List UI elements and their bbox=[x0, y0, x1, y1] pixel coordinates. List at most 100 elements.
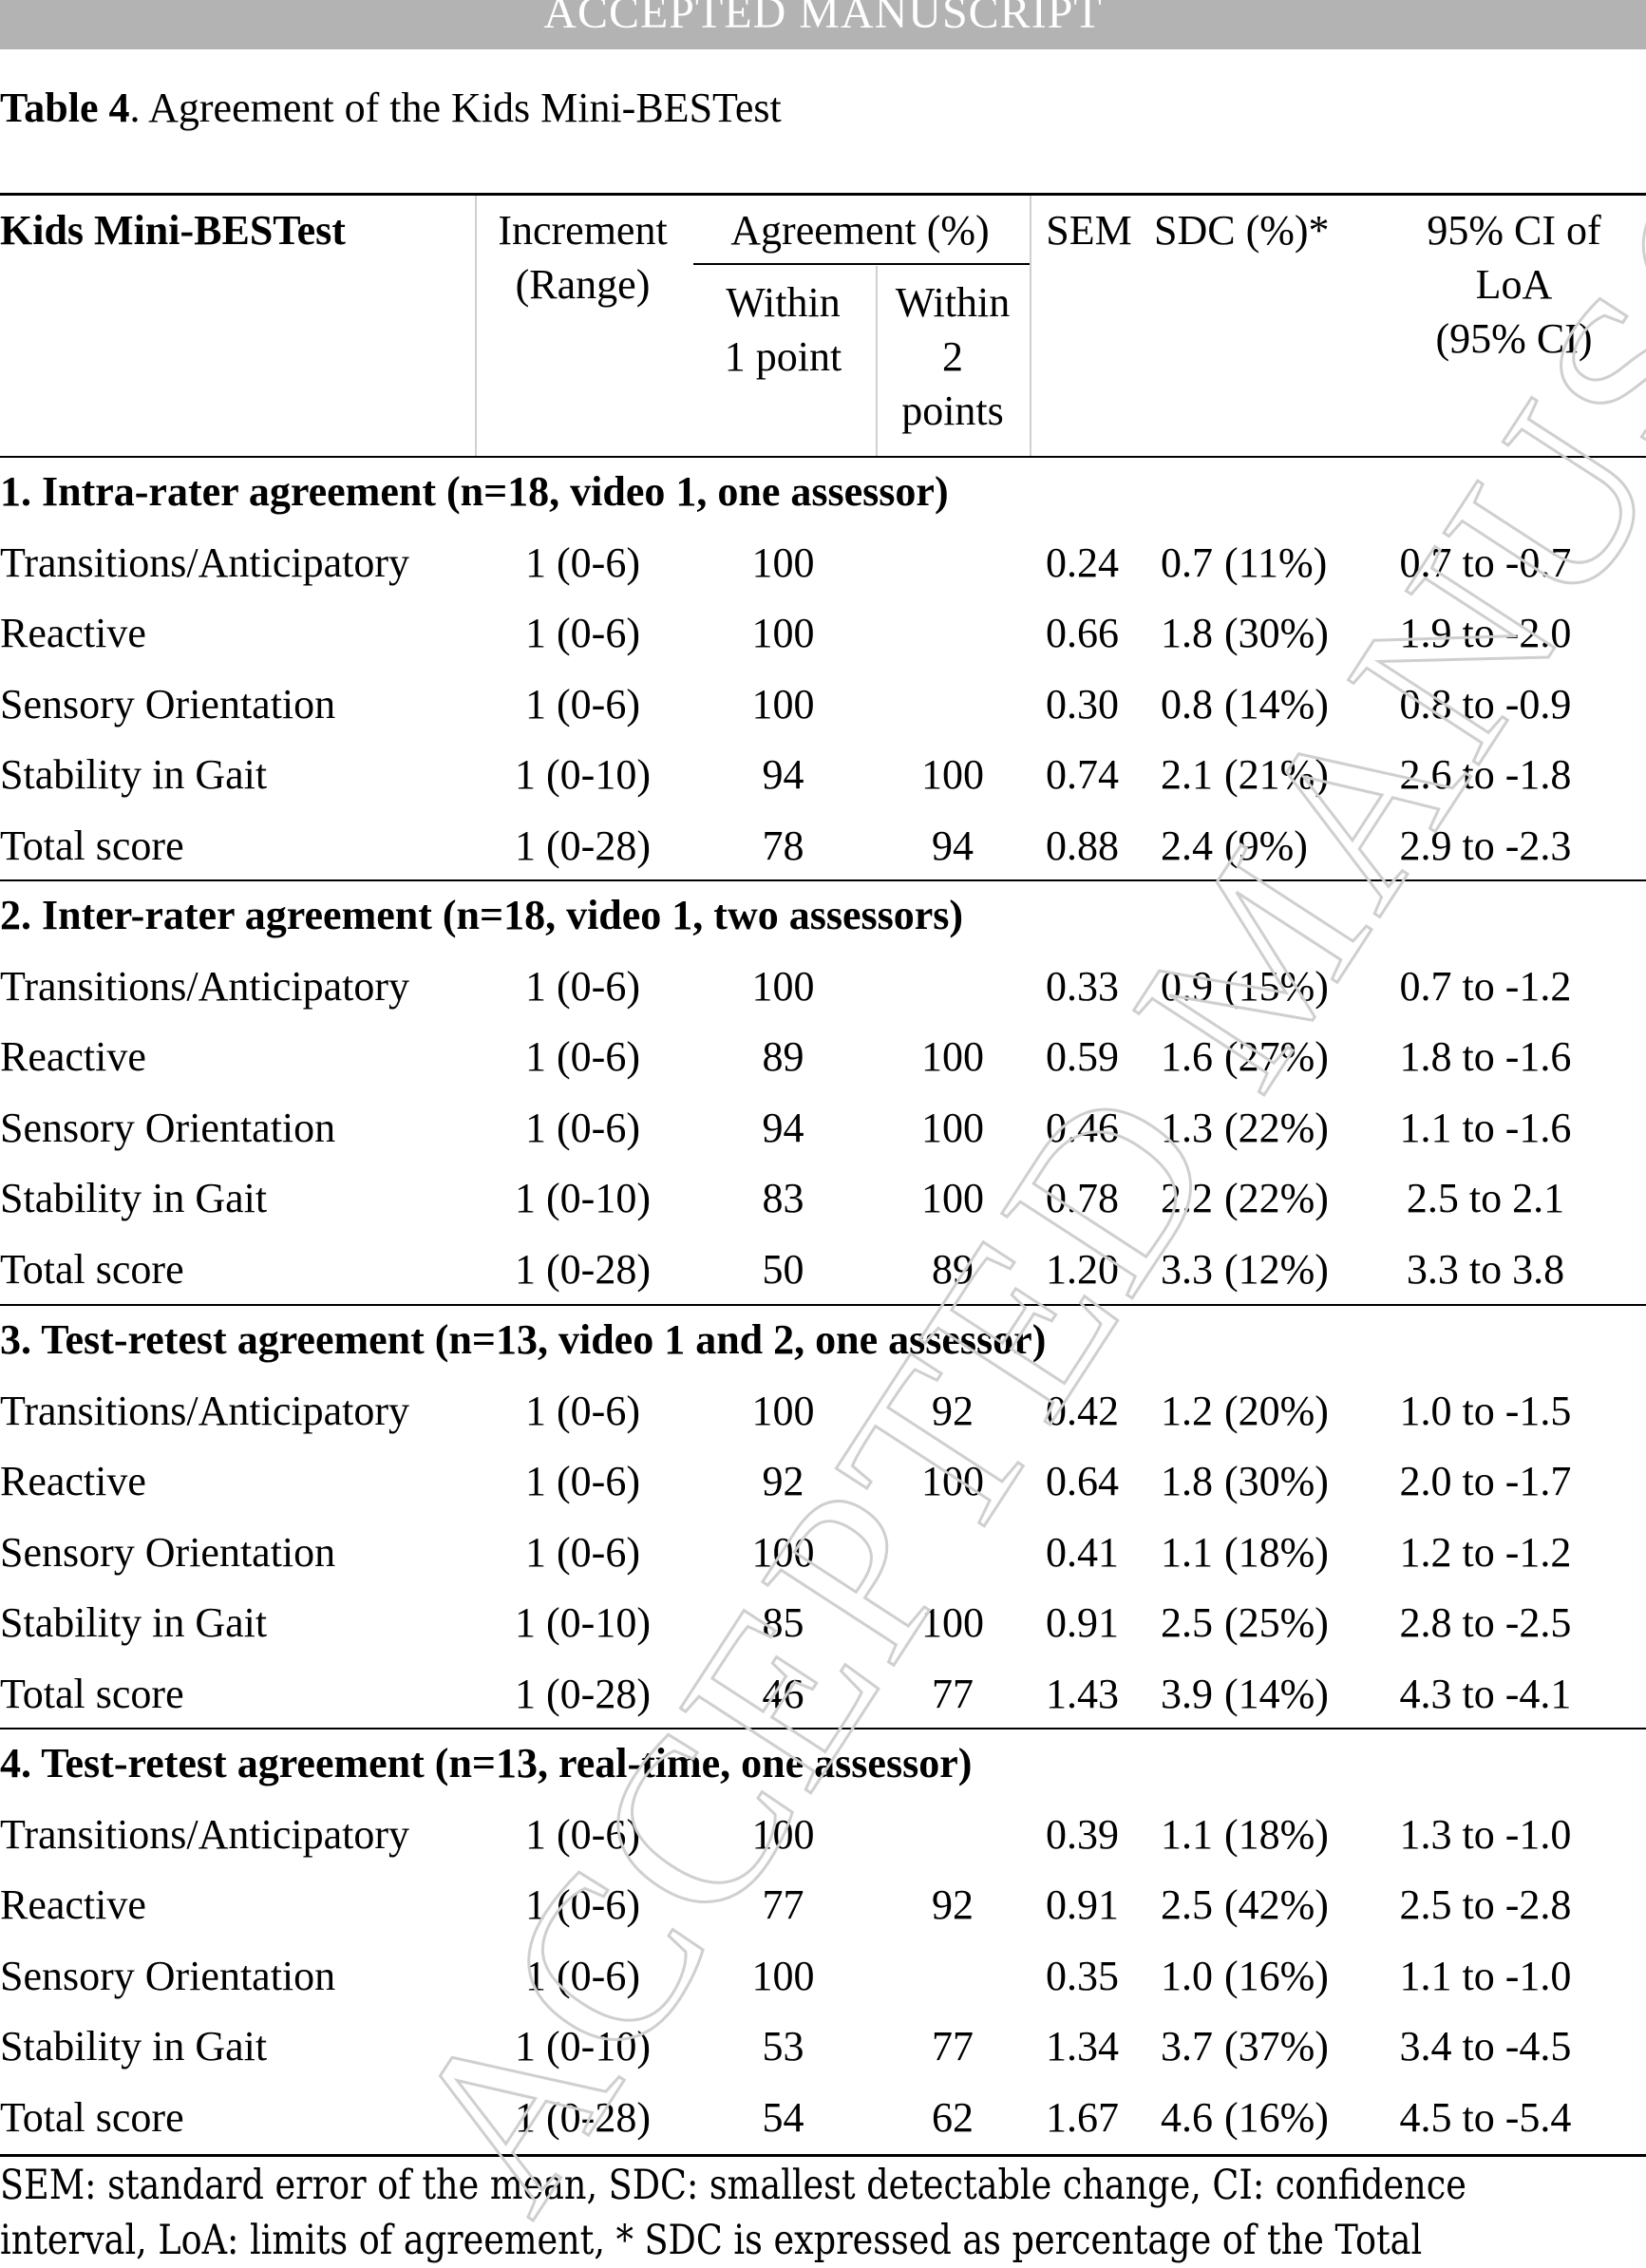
cell-increment: 1 (0-6) bbox=[525, 962, 640, 1010]
cell-sem: 0.91 bbox=[1046, 1881, 1119, 1929]
cell-increment: 1 (0-28) bbox=[515, 1670, 651, 1717]
table-top-rule bbox=[0, 193, 1646, 196]
table-row: Total score 1 (0-28) 54 62 1.67 4.6 (16%) 4.5 t… bbox=[0, 2082, 1646, 2152]
table-row: Total score 1 (0-28) 46 77 1.43 3.9 (14%) 4.3 t… bbox=[0, 1658, 1646, 1729]
section-header: 1. Intra-rater agreement (n=18, video 1,… bbox=[0, 468, 949, 515]
table-row: Transitions/Anticipatory 1 (0-6) 100 0.33 0.… bbox=[0, 951, 1646, 1021]
cell-pct: (22%) bbox=[1224, 1104, 1329, 1151]
cell-within1: 94 bbox=[762, 1104, 804, 1151]
cell-within1: 100 bbox=[751, 1952, 815, 1999]
cell-within2: 77 bbox=[932, 1670, 974, 1717]
cell-name: Transitions/Anticipatory bbox=[0, 1810, 410, 1858]
header-ci-line: LoA bbox=[1475, 261, 1553, 308]
header-increment: Increment (Range) bbox=[475, 203, 691, 312]
header-within-1-line: 1 point bbox=[724, 333, 842, 380]
cell-within2: 89 bbox=[932, 1245, 974, 1293]
cell-sdc: 2.5 bbox=[1161, 1881, 1213, 1929]
cell-sem: 0.66 bbox=[1046, 610, 1119, 657]
cell-within2: 100 bbox=[921, 1033, 984, 1081]
section-rule bbox=[0, 1728, 1646, 1729]
table-row: Transitions/Anticipatory 1 (0-6) 100 92 0.42… bbox=[0, 1375, 1646, 1446]
cell-sdc: 1.0 bbox=[1161, 1952, 1213, 1999]
cell-name: Total score bbox=[0, 2093, 184, 2141]
cell-ci: 0.8 to -0.9 bbox=[1399, 680, 1572, 728]
header-name: Kids Mini-BESTest bbox=[0, 207, 346, 254]
cell-name: Reactive bbox=[0, 1458, 146, 1505]
cell-sem: 0.42 bbox=[1046, 1387, 1119, 1434]
cell-pct: (37%) bbox=[1224, 2023, 1329, 2070]
cell-within2: 100 bbox=[921, 1458, 984, 1505]
column-divider bbox=[475, 196, 477, 456]
cell-pct: (16%) bbox=[1224, 2093, 1329, 2141]
cell-pct: (14%) bbox=[1224, 1670, 1329, 1717]
table-caption: . Agreement of the Kids Mini-BESTest bbox=[129, 85, 782, 131]
cell-within1: 100 bbox=[751, 610, 815, 657]
cell-within1: 54 bbox=[762, 2093, 804, 2141]
cell-name: Sensory Orientation bbox=[0, 1528, 336, 1576]
table-row: Transitions/Anticipatory 1 (0-6) 100 0.24 0.… bbox=[0, 527, 1646, 597]
cell-sem: 0.64 bbox=[1046, 1458, 1119, 1505]
header-within-2: Within 2 points bbox=[876, 275, 1030, 438]
banner-text: ACCEPTED MANUSCRIPT bbox=[543, 0, 1103, 38]
header-ci: 95% CI of LoA (95% CI) bbox=[1382, 203, 1646, 366]
cell-ci: 1.8 to -1.6 bbox=[1399, 1033, 1572, 1081]
cell-sdc: 3.3 bbox=[1161, 1245, 1213, 1293]
cell-within1: 50 bbox=[762, 1245, 804, 1293]
column-divider bbox=[1030, 196, 1031, 456]
cell-pct: (14%) bbox=[1224, 680, 1329, 728]
table-row: Sensory Orientation 1 (0-6) 100 0.41 1.1 (18%… bbox=[0, 1517, 1646, 1587]
header-sem: SEM bbox=[1046, 207, 1132, 254]
table-row: Reactive 1 (0-6) 77 92 0.91 2.5 (42%) 2.5 to -2… bbox=[0, 1870, 1646, 1940]
cell-sdc: 1.3 bbox=[1161, 1104, 1213, 1151]
table-row: Stability in Gait 1 (0-10) 53 77 1.34 3.7 (37%… bbox=[0, 2012, 1646, 2082]
cell-sdc: 1.8 bbox=[1161, 610, 1213, 657]
cell-within1: 94 bbox=[762, 751, 804, 799]
table-row: Stability in Gait 1 (0-10) 85 100 0.91 2.5 (25… bbox=[0, 1588, 1646, 1658]
cell-increment: 1 (0-6) bbox=[525, 610, 640, 657]
cell-sem: 0.33 bbox=[1046, 962, 1119, 1010]
header-within-2-line: 2 bbox=[942, 333, 963, 380]
cell-increment: 1 (0-6) bbox=[525, 1952, 640, 1999]
cell-sem: 0.35 bbox=[1046, 1952, 1119, 1999]
column-divider bbox=[876, 266, 878, 456]
section-header: 2. Inter-rater agreement (n=18, video 1,… bbox=[0, 892, 964, 938]
cell-name: Sensory Orientation bbox=[0, 1952, 336, 1999]
cell-sdc: 1.1 bbox=[1161, 1810, 1213, 1858]
cell-sem: 0.24 bbox=[1046, 539, 1119, 586]
cell-increment: 1 (0-28) bbox=[515, 1245, 651, 1293]
cell-ci: 1.2 to -1.2 bbox=[1399, 1528, 1572, 1576]
cell-within2: 92 bbox=[932, 1387, 974, 1434]
header-ci-line: 95% CI of bbox=[1427, 207, 1601, 254]
header-increment-line: Increment bbox=[498, 207, 668, 254]
cell-pct: (11%) bbox=[1224, 539, 1328, 586]
cell-name: Transitions/Anticipatory bbox=[0, 962, 410, 1010]
cell-within1: 100 bbox=[751, 1528, 815, 1576]
accepted-manuscript-banner: ACCEPTED MANUSCRIPT bbox=[0, 0, 1646, 49]
cell-sdc: 0.7 bbox=[1161, 539, 1213, 586]
table-row: Sensory Orientation 1 (0-6) 94 100 0.46 1.3 (2… bbox=[0, 1092, 1646, 1162]
section-rule bbox=[0, 879, 1646, 881]
cell-pct: (18%) bbox=[1224, 1528, 1329, 1576]
cell-ci: 3.4 to -4.5 bbox=[1399, 2023, 1572, 2070]
cell-pct: (16%) bbox=[1224, 1952, 1329, 1999]
cell-name: Stability in Gait bbox=[0, 751, 268, 799]
section-header: 3. Test-retest agreement (n=13, video 1 … bbox=[0, 1316, 1047, 1363]
cell-ci: 0.7 to -0.7 bbox=[1399, 539, 1572, 586]
cell-name: Sensory Orientation bbox=[0, 1104, 336, 1151]
cell-increment: 1 (0-28) bbox=[515, 822, 651, 869]
cell-ci: 2.5 to -2.8 bbox=[1399, 1881, 1572, 1929]
cell-sem: 0.88 bbox=[1046, 822, 1119, 869]
cell-pct: (30%) bbox=[1224, 1458, 1329, 1505]
cell-ci: 2.6 to -1.8 bbox=[1399, 751, 1572, 799]
header-within-1-line: Within bbox=[726, 279, 841, 326]
cell-increment: 1 (0-10) bbox=[515, 1175, 651, 1222]
cell-increment: 1 (0-6) bbox=[525, 1810, 640, 1858]
cell-sdc: 0.9 bbox=[1161, 962, 1213, 1010]
cell-increment: 1 (0-6) bbox=[525, 1033, 640, 1081]
cell-sem: 1.43 bbox=[1046, 1670, 1119, 1717]
cell-sdc: 3.7 bbox=[1161, 2023, 1213, 2070]
cell-sdc: 2.5 bbox=[1161, 1599, 1213, 1647]
cell-sdc: 2.2 bbox=[1161, 1175, 1213, 1222]
cell-within2: 100 bbox=[921, 1104, 984, 1151]
cell-name: Stability in Gait bbox=[0, 1175, 268, 1222]
